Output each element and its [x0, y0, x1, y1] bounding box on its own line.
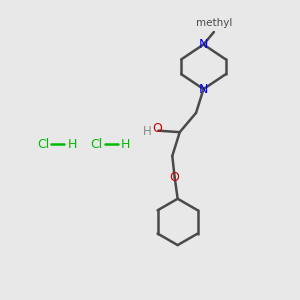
- Text: H: H: [68, 138, 77, 151]
- Text: N: N: [199, 38, 208, 51]
- Text: O: O: [170, 171, 180, 184]
- Text: Cl: Cl: [37, 138, 49, 151]
- Text: N: N: [199, 82, 208, 96]
- Text: H: H: [121, 138, 130, 151]
- Text: O: O: [152, 122, 162, 135]
- Text: methyl: methyl: [196, 18, 233, 28]
- Text: Cl: Cl: [90, 138, 103, 151]
- Text: H: H: [143, 125, 152, 138]
